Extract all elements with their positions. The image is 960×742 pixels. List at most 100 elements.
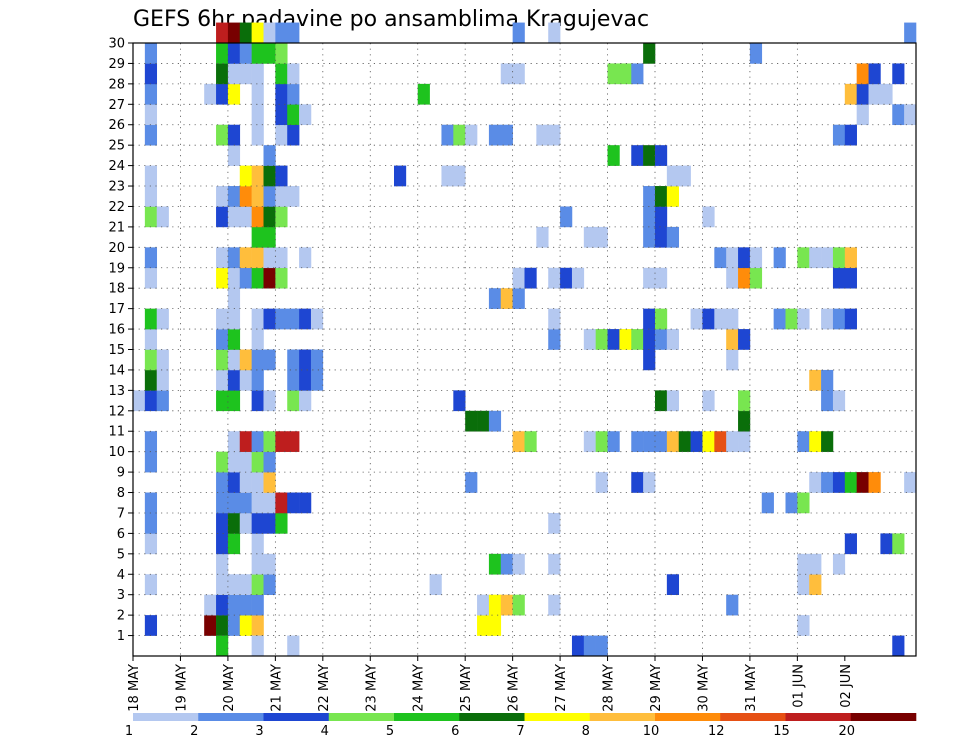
heatmap-cell (441, 124, 454, 146)
heatmap-cell (216, 615, 229, 636)
heatmap-cells (133, 22, 917, 657)
heatmap-cell (536, 124, 549, 146)
y-tick-label: 15 (108, 343, 125, 358)
heatmap-cell (595, 329, 608, 350)
y-tick-label: 21 (108, 220, 125, 235)
heatmap-cell (251, 615, 264, 636)
heatmap-cell (239, 594, 252, 616)
heatmap-cell (785, 492, 798, 514)
heatmap-cell (251, 247, 264, 269)
heatmap-cell (500, 124, 513, 146)
heatmap-cell (287, 492, 300, 514)
heatmap-cell (856, 83, 869, 105)
x-tick-label: 30 MAY (696, 664, 711, 712)
y-tick-label: 30 (108, 37, 125, 52)
heatmap-cell (643, 186, 656, 207)
heatmap-cell (251, 431, 264, 452)
legend-swatch (655, 713, 721, 721)
heatmap-cell (892, 635, 905, 657)
heatmap-cell (227, 63, 241, 85)
heatmap-cell (227, 472, 241, 493)
heatmap-cell (714, 308, 727, 330)
heatmap-cell (287, 349, 300, 371)
heatmap-cell (251, 186, 264, 207)
heatmap-cell (144, 451, 158, 473)
legend-label: 7 (516, 724, 524, 739)
heatmap-cell (287, 124, 300, 146)
heatmap-cell (488, 410, 502, 432)
heatmap-cell (275, 63, 288, 85)
heatmap-cell (275, 83, 288, 105)
y-tick-label: 12 (108, 404, 125, 419)
heatmap-cell (548, 22, 561, 44)
heatmap-cell (227, 145, 241, 166)
heatmap-cell (204, 83, 217, 105)
heatmap-cell (821, 431, 834, 452)
legend-label: 15 (773, 724, 790, 739)
heatmap-cell (299, 308, 312, 330)
heatmap-cell (275, 165, 288, 187)
heatmap-cell (512, 63, 525, 85)
heatmap-cell (227, 329, 241, 350)
heatmap-cell (655, 206, 668, 228)
y-tick-label: 27 (108, 98, 125, 113)
heatmap-cell (227, 267, 241, 289)
heatmap-cell (655, 226, 668, 248)
heatmap-cell (488, 288, 502, 309)
heatmap-cell (239, 247, 252, 269)
heatmap-cell (216, 124, 229, 146)
heatmap-cell (844, 308, 857, 330)
heatmap-cell (856, 104, 869, 126)
x-tick-label: 27 MAY (554, 664, 569, 712)
heatmap-cell (560, 267, 573, 289)
legend-label: 2 (190, 724, 198, 739)
heatmap-cell (512, 267, 525, 289)
y-tick-label: 13 (108, 384, 125, 399)
heatmap-cell (144, 512, 158, 534)
heatmap-cell (275, 43, 288, 64)
heatmap-cell (571, 635, 585, 657)
x-tick-label: 19 MAY (174, 664, 189, 712)
heatmap-cell (797, 553, 810, 575)
heatmap-cell (227, 492, 241, 514)
heatmap-cell (239, 43, 252, 64)
heatmap-cell (227, 512, 241, 534)
heatmap-cell (607, 63, 620, 85)
heatmap-cell (216, 206, 229, 228)
heatmap-cell (239, 512, 252, 534)
heatmap-cell (548, 512, 561, 534)
heatmap-cell (144, 390, 158, 412)
heatmap-cell (465, 124, 478, 146)
heatmap-cell (631, 472, 644, 493)
heatmap-cell (488, 553, 502, 575)
heatmap-cell (738, 410, 751, 432)
heatmap-cell (643, 308, 656, 330)
heatmap-cell (832, 308, 846, 330)
heatmap-cell (251, 226, 264, 248)
heatmap-cell (144, 63, 158, 85)
heatmap-cell (216, 369, 229, 391)
heatmap-cell (738, 247, 751, 269)
heatmap-cell (263, 472, 276, 493)
heatmap-cell (714, 247, 727, 269)
heatmap-cell (666, 165, 680, 187)
heatmap-cell (216, 451, 229, 473)
heatmap-cell (156, 369, 169, 391)
heatmap-cell (227, 349, 241, 371)
heatmap-cell (809, 472, 822, 493)
heatmap-cell (832, 267, 846, 289)
heatmap-cell (726, 329, 739, 350)
heatmap-cell (643, 145, 656, 166)
x-tick-label: 21 MAY (269, 664, 284, 712)
heatmap-cell (299, 390, 312, 412)
x-tick-label: 24 MAY (412, 664, 427, 712)
heatmap-cell (251, 594, 264, 616)
heatmap-cell (832, 247, 846, 269)
y-tick-label: 25 (108, 139, 125, 154)
heatmap-cell (797, 574, 810, 595)
heatmap-cell (251, 553, 264, 575)
legend-swatch (394, 713, 460, 721)
heatmap-cell (702, 390, 715, 412)
heatmap-cell (500, 594, 513, 616)
heatmap-cell (773, 247, 786, 269)
